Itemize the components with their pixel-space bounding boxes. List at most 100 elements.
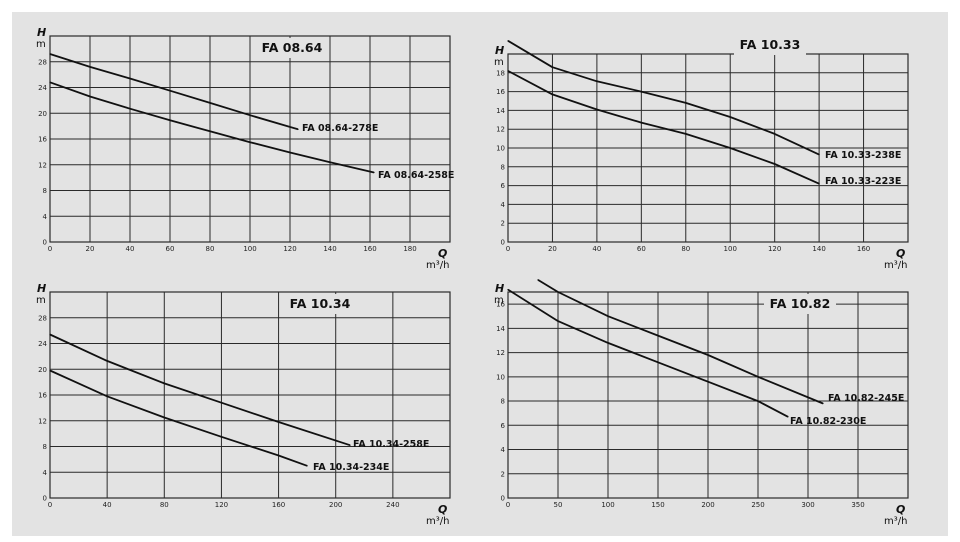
series-label: FA 10.33-223E xyxy=(825,176,901,187)
data-point xyxy=(169,119,171,121)
data-point xyxy=(596,80,598,82)
y-axis-label: H xyxy=(37,282,46,295)
data-point xyxy=(707,381,709,383)
y-tick-label: 14 xyxy=(496,107,505,115)
y-tick-label: 2 xyxy=(501,470,505,478)
y-tick-label: 16 xyxy=(496,88,505,96)
series-line xyxy=(49,333,351,447)
y-tick-label: 4 xyxy=(43,213,48,221)
x-tick-label: 20 xyxy=(86,245,95,253)
x-tick-label: 50 xyxy=(554,501,563,509)
x-tick-label: 80 xyxy=(681,245,690,253)
x-tick-label: 140 xyxy=(323,245,336,253)
y-tick-label: 8 xyxy=(501,398,505,406)
data-point xyxy=(537,279,539,281)
x-tick-label: 150 xyxy=(651,501,664,509)
x-axis-unit: m³/h xyxy=(884,260,907,271)
data-point xyxy=(657,361,659,363)
x-tick-label: 0 xyxy=(48,501,52,509)
data-point xyxy=(373,171,375,174)
x-tick-label: 0 xyxy=(506,501,510,509)
x-tick-label: 0 xyxy=(506,245,510,253)
y-tick-label: 0 xyxy=(501,495,505,503)
data-point xyxy=(277,421,280,423)
x-tick-label: 120 xyxy=(768,245,781,253)
y-tick-label: 16 xyxy=(38,392,47,400)
y-tick-label: 14 xyxy=(496,325,505,333)
y-tick-label: 0 xyxy=(501,239,505,247)
y-axis-unit: m xyxy=(494,295,504,306)
y-tick-label: 20 xyxy=(38,110,47,118)
x-tick-label: 60 xyxy=(637,245,646,253)
y-tick-label: 28 xyxy=(38,58,47,66)
data-point xyxy=(607,342,609,344)
data-point xyxy=(507,40,509,42)
y-tick-label: 12 xyxy=(496,126,505,134)
series-label: FA 10.34-258E xyxy=(353,439,429,450)
data-point xyxy=(774,163,776,165)
data-point xyxy=(249,141,251,143)
chart-1: 0 20 40 60 80 100 120 140 160 180 0 4 8 12 16 20 24 28 Hm Q… xyxy=(36,26,454,271)
y-axis-label: H xyxy=(495,282,504,295)
x-axis-unit: m³/h xyxy=(884,516,907,527)
data-point xyxy=(306,465,308,467)
data-point xyxy=(289,151,291,154)
x-axis-label: Q xyxy=(438,247,447,260)
y-tick-label: 8 xyxy=(501,163,505,171)
data-point xyxy=(49,53,51,55)
chart-title-background xyxy=(256,38,328,58)
x-tick-label: 120 xyxy=(283,245,296,253)
chart-title-background xyxy=(764,294,836,314)
x-tick-label: 300 xyxy=(801,501,814,509)
data-point xyxy=(729,116,731,118)
data-point xyxy=(507,288,509,291)
x-tick-label: 350 xyxy=(851,501,864,509)
x-tick-label: 40 xyxy=(592,245,601,253)
chart-title: FA 10.82 xyxy=(770,296,831,311)
data-point xyxy=(89,95,91,98)
y-tick-label: 16 xyxy=(496,301,505,309)
y-tick-label: 4 xyxy=(43,469,48,477)
chart-title-background xyxy=(284,294,356,314)
x-tick-label: 100 xyxy=(601,501,614,509)
y-tick-label: 0 xyxy=(43,495,47,503)
x-tick-label: 100 xyxy=(243,245,256,253)
y-tick-label: 0 xyxy=(43,239,47,247)
chart-title: FA 08.64 xyxy=(262,40,323,55)
data-point xyxy=(329,161,331,163)
data-point xyxy=(349,444,351,446)
data-point xyxy=(551,66,554,68)
x-tick-label: 160 xyxy=(272,501,285,509)
x-tick-label: 180 xyxy=(403,245,416,253)
x-axis-unit: m³/h xyxy=(426,516,449,527)
y-axis-label: H xyxy=(37,26,46,39)
y-tick-label: 28 xyxy=(38,314,47,322)
y-tick-label: 4 xyxy=(501,446,506,454)
data-point xyxy=(640,91,642,93)
data-point xyxy=(596,108,598,111)
data-point xyxy=(557,291,559,293)
data-point xyxy=(818,153,820,156)
series-line xyxy=(507,70,820,185)
data-point xyxy=(507,70,509,72)
y-tick-label: 6 xyxy=(501,182,506,190)
x-tick-label: 140 xyxy=(812,245,825,253)
data-point xyxy=(49,369,51,372)
x-tick-label: 60 xyxy=(166,245,175,253)
y-tick-label: 2 xyxy=(501,220,505,228)
y-axis-unit: m xyxy=(494,57,504,68)
x-tick-label: 200 xyxy=(701,501,714,509)
y-tick-label: 20 xyxy=(38,366,47,374)
series-label: FA 10.82-230E xyxy=(790,416,866,427)
data-point xyxy=(551,93,554,96)
data-point xyxy=(787,416,789,418)
y-tick-label: 10 xyxy=(496,373,505,381)
chart-title: FA 10.34 xyxy=(290,296,351,311)
data-point xyxy=(729,147,731,149)
y-tick-label: 24 xyxy=(38,340,47,348)
data-point xyxy=(106,395,108,397)
data-point xyxy=(106,360,108,362)
data-point xyxy=(163,416,165,419)
series-label: FA 08.64-278E xyxy=(302,123,378,134)
